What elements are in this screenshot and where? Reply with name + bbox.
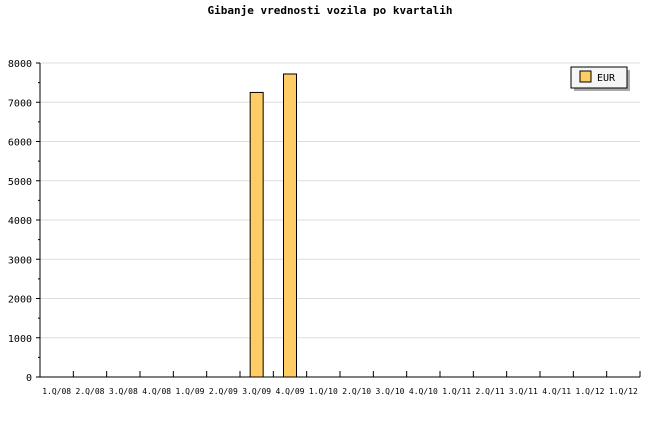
x-tick-label: 4.Q/08 bbox=[142, 387, 171, 396]
x-tick-label: 2.Q/08 bbox=[76, 387, 105, 396]
y-tick-label: 4000 bbox=[8, 216, 32, 227]
legend-swatch bbox=[579, 70, 592, 83]
x-tick-label: 3.Q/09 bbox=[242, 387, 271, 396]
y-tick-label: 0 bbox=[26, 373, 32, 384]
x-tick-label: 3.Q/10 bbox=[376, 387, 405, 396]
y-tick-label: 3000 bbox=[8, 255, 32, 266]
y-tick-label: 5000 bbox=[8, 177, 32, 188]
y-tick-label: 6000 bbox=[8, 138, 32, 149]
x-tick-label: 1.Q/09 bbox=[176, 387, 205, 396]
y-tick-label: 8000 bbox=[8, 59, 32, 70]
y-tick-label: 2000 bbox=[8, 295, 32, 306]
bar bbox=[283, 73, 297, 378]
x-tick-label: 1.Q/10 bbox=[309, 387, 338, 396]
x-tick-label: 1.Q/12 bbox=[609, 387, 638, 396]
x-tick-label: 4.Q/09 bbox=[276, 387, 305, 396]
x-tick-label: 2.Q/09 bbox=[209, 387, 238, 396]
x-tick-label: 2.Q/11 bbox=[476, 387, 505, 396]
legend-label: EUR bbox=[597, 73, 616, 84]
x-tick-label: 2.Q/10 bbox=[342, 387, 371, 396]
x-tick-label: 1.Q/11 bbox=[442, 387, 471, 396]
x-tick-label: 4.Q/10 bbox=[409, 387, 438, 396]
x-tick-label: 4.Q/11 bbox=[542, 387, 571, 396]
x-tick-label: 1.Q/12 bbox=[576, 387, 605, 396]
chart-title: Gibanje vrednosti vozila po kvartalih bbox=[207, 4, 453, 17]
x-tick-label: 1.Q/08 bbox=[42, 387, 71, 396]
bar bbox=[249, 91, 264, 378]
x-tick-label: 3.Q/11 bbox=[509, 387, 538, 396]
x-tick-label: 3.Q/08 bbox=[109, 387, 138, 396]
y-tick-label: 7000 bbox=[8, 98, 32, 109]
y-tick-label: 1000 bbox=[8, 334, 32, 345]
